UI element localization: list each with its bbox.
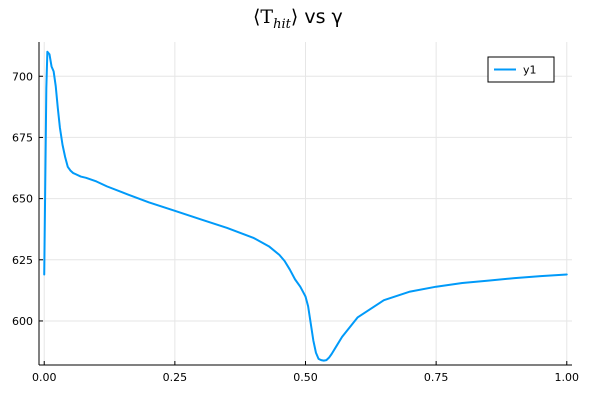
svg-text:⟨Thit⟩ vs γ: ⟨Thit⟩ vs γ [253, 6, 343, 32]
x-tick-label: 0.50 [293, 371, 318, 384]
series-layer [43, 50, 568, 362]
title-math-close: ⟩ [291, 6, 298, 28]
legend-label: y1 [523, 64, 537, 77]
y-tick-label: 625 [12, 254, 33, 267]
y-tick-label: 600 [12, 315, 33, 328]
x-tick-label: 1.00 [555, 371, 580, 384]
x-tick-label: 0.75 [424, 371, 449, 384]
title-math-text: ⟨T [253, 6, 273, 28]
x-tick-label: 0.25 [163, 371, 188, 384]
grid [39, 42, 572, 365]
title-suffix: vs γ [298, 6, 342, 28]
y-tick-label: 650 [12, 193, 33, 206]
series-line-y1 [43, 50, 568, 362]
tick-labels: 0.00 0.25 0.50 0.75 1.00 600 625 650 675 700 [12, 70, 579, 384]
chart-title: ⟨Thit⟩ vs γ [253, 6, 343, 32]
legend: y1 [487, 56, 555, 83]
title-math-subscript: hit [273, 17, 292, 32]
y-tick-label: 675 [12, 131, 33, 144]
x-tick-label: 0.00 [32, 371, 57, 384]
y-tick-label: 700 [12, 70, 33, 83]
axes [38, 42, 572, 366]
